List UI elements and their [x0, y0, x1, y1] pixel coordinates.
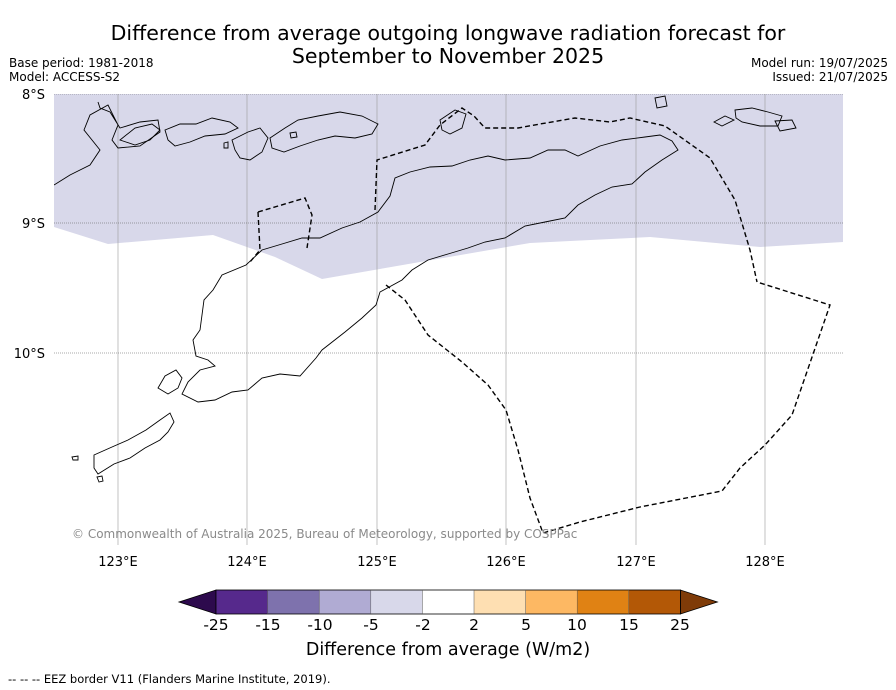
model-run-text: Model run: 19/07/2025 — [750, 56, 888, 70]
flores-east-coastline — [54, 101, 161, 186]
colorbar — [177, 589, 719, 615]
wetar-west-coastline — [439, 109, 467, 135]
island-e-coastline — [774, 119, 797, 132]
anomaly-shading — [54, 94, 843, 279]
islet-coastline — [96, 475, 104, 483]
colorbar-label: -5 — [363, 616, 379, 634]
island-f-coastline — [713, 115, 736, 127]
ndao-coastline — [71, 455, 79, 461]
lon-label-125e: 125°E — [357, 555, 397, 570]
rote-coastline — [93, 412, 175, 475]
chart-title-line-1: Difference from average outgoing longwav… — [110, 21, 786, 45]
colorbar-extend-high — [680, 589, 719, 615]
alor-coastline — [269, 111, 379, 153]
model-text: Model: ACCESS-S2 — [9, 70, 121, 84]
islet-c-coastline — [223, 141, 229, 149]
eez-borders — [249, 107, 831, 534]
lat-label-9s: 9°S — [22, 217, 45, 232]
island-a-coastline — [119, 123, 161, 146]
lon-label-123e: 123°E — [98, 555, 138, 570]
colorbar-label: -15 — [255, 616, 281, 634]
colorbar-title: Difference from average (W/m2) — [305, 640, 591, 660]
lon-label-128e: 128°E — [745, 555, 785, 570]
colorbar-outline — [215, 589, 681, 615]
islet-b-coastline — [289, 131, 298, 139]
lon-label-124e: 124°E — [227, 555, 267, 570]
lat-label-10s: 10°S — [14, 347, 45, 362]
coastlines — [54, 95, 797, 483]
copyright-credit: © Commonwealth of Australia 2025, Bureau… — [72, 527, 577, 541]
timor-coastline — [181, 134, 679, 403]
colorbar-label: -2 — [415, 616, 431, 634]
colorbar-label: -25 — [203, 616, 229, 634]
chart-title-line-2: September to November 2025 — [291, 44, 605, 68]
island-b-coastline — [164, 117, 239, 147]
colorbar-bin — [422, 590, 474, 614]
eez-south-border — [385, 281, 831, 534]
issued-text: Issued: 21/07/2025 — [772, 70, 888, 84]
colorbar-bin — [216, 590, 268, 614]
colorbar-bin — [267, 590, 320, 614]
eez-legend-note: -- -- -- EEZ border V11 (Flanders Marine… — [8, 672, 331, 686]
colorbar-label: 2 — [469, 616, 479, 634]
colorbar-bin — [577, 590, 629, 614]
base-period-text: Base period: 1981-2018 — [9, 56, 154, 70]
lon-label-126e: 126°E — [486, 555, 526, 570]
pantar-coastline — [231, 127, 269, 161]
colorbar-bin — [319, 590, 371, 614]
colorbar-label: -10 — [307, 616, 333, 634]
lon-label-127e: 127°E — [616, 555, 656, 570]
colorbar-label: 5 — [521, 616, 531, 634]
lat-label-8s: 8°S — [22, 88, 45, 103]
colorbar-label: 10 — [567, 616, 587, 634]
colorbar-bin — [370, 590, 423, 614]
eez-north-border — [249, 107, 758, 283]
semau-coastline — [157, 369, 183, 395]
colorbar-label: 15 — [619, 616, 639, 634]
map: © Commonwealth of Australia 2025, Bureau… — [14, 88, 843, 615]
colorbar-extend-low — [177, 589, 217, 615]
colorbar-label: 25 — [670, 616, 690, 634]
island-c-coastline — [654, 95, 668, 109]
colorbar-bin — [474, 590, 526, 614]
colorbar-bin — [525, 590, 578, 614]
colorbar-bin — [628, 590, 681, 614]
